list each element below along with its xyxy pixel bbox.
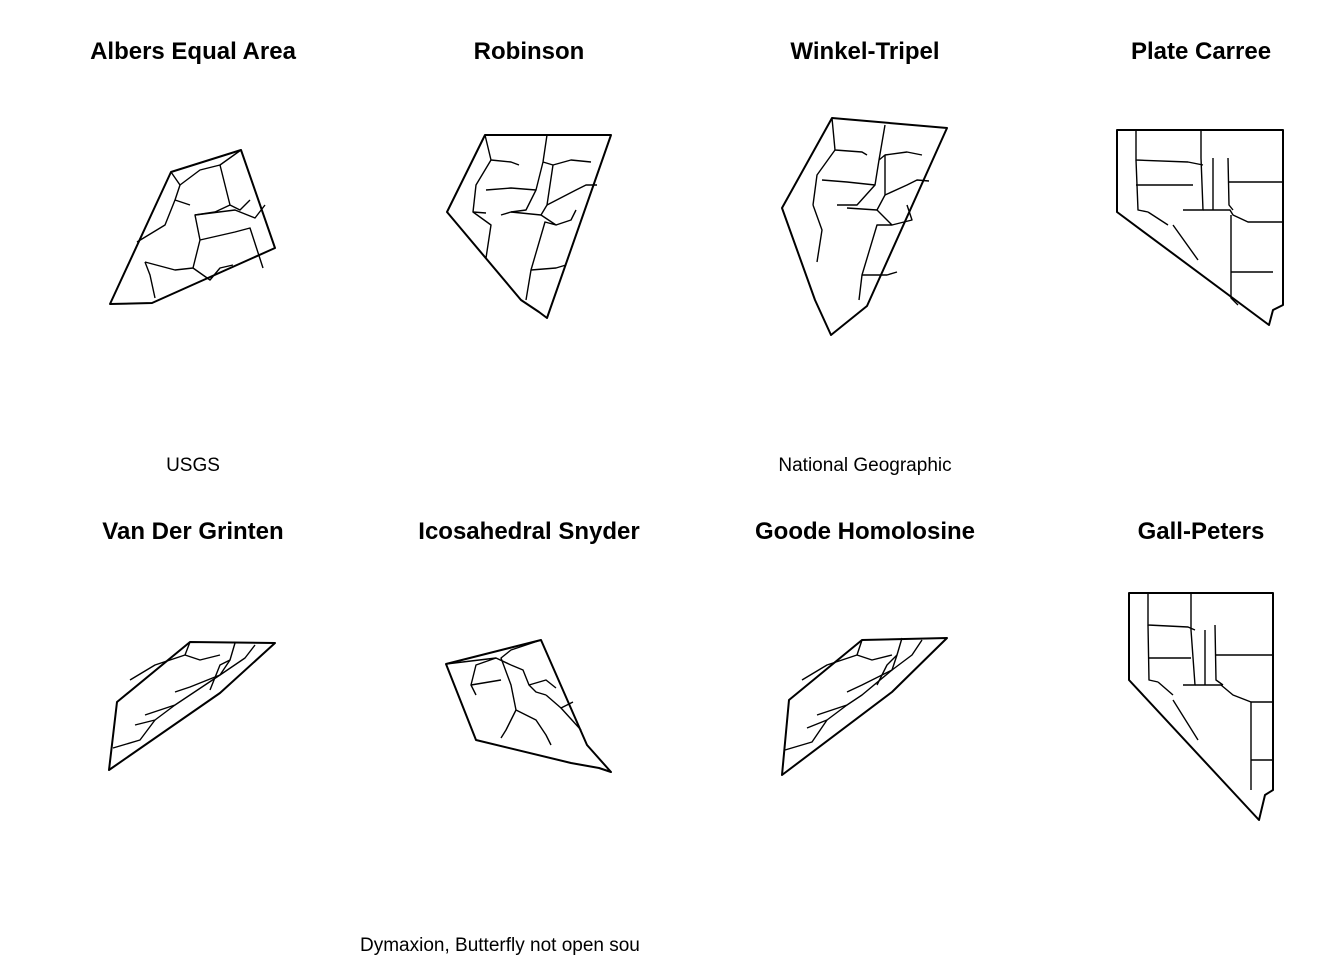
map-panel-gall-peters: Gall-Peters bbox=[1033, 480, 1344, 960]
map-panel-albers: Albers Equal Area USGS bbox=[25, 0, 361, 480]
panel-title: Plate Carree bbox=[1130, 38, 1272, 65]
map-panel-robinson: Robinson bbox=[361, 0, 697, 480]
county-map bbox=[446, 134, 612, 319]
map-panel-plate-carree: Plate Carree bbox=[1033, 0, 1344, 480]
county-map bbox=[108, 641, 276, 771]
county-map bbox=[445, 639, 612, 773]
panel-title: Robinson bbox=[473, 38, 585, 65]
panel-subtitle: USGS bbox=[166, 455, 220, 476]
county-map bbox=[1116, 129, 1284, 326]
county-map bbox=[781, 637, 948, 776]
county-map bbox=[109, 149, 276, 305]
footer-note: Dymaxion, Butterfly not open sou bbox=[360, 935, 640, 956]
map-panel-goode-homolosine: Goode Homolosine bbox=[697, 480, 1033, 960]
panel-title: Gall-Peters bbox=[1137, 518, 1265, 545]
panel-subtitle: National Geographic bbox=[778, 455, 952, 476]
county-map bbox=[1128, 592, 1274, 821]
map-panel-van-der-grinten: Van Der Grinten bbox=[25, 480, 361, 960]
panel-title: Van Der Grinten bbox=[102, 518, 284, 545]
panel-title: Icosahedral Snyder bbox=[418, 518, 640, 545]
panel-title: Goode Homolosine bbox=[754, 518, 975, 545]
panel-title: Albers Equal Area bbox=[90, 38, 296, 65]
map-panel-winkel-tripel: Winkel-Tripel National Geographic bbox=[697, 0, 1033, 480]
panel-title: Winkel-Tripel bbox=[790, 38, 940, 65]
county-map bbox=[781, 117, 948, 336]
map-panel-icosahedral-snyder: Icosahedral Snyder bbox=[361, 480, 697, 960]
